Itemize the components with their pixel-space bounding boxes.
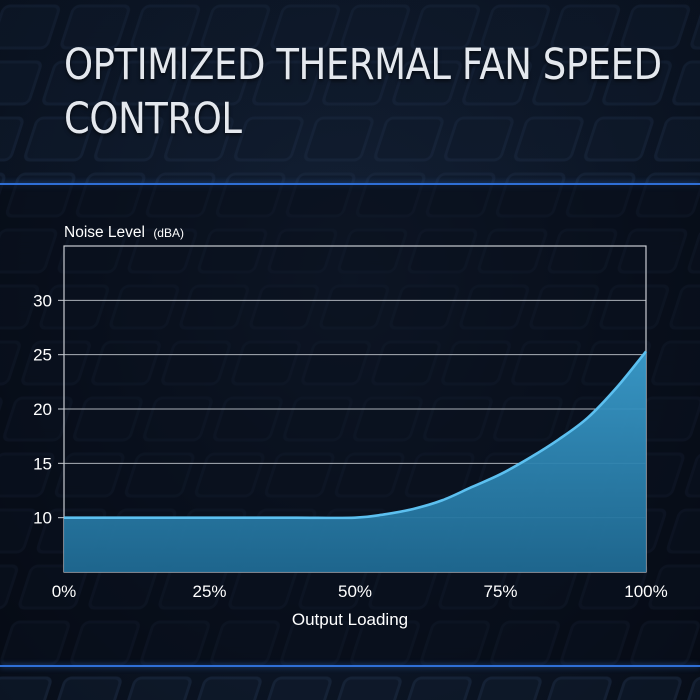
y-tick-label: 15 bbox=[33, 454, 52, 473]
footer-divider bbox=[0, 665, 700, 667]
x-tick-label: 100% bbox=[624, 582, 667, 601]
y-tick-label: 10 bbox=[33, 509, 52, 528]
header-divider bbox=[0, 183, 700, 185]
x-tick-label: 50% bbox=[338, 582, 372, 601]
x-tick-label: 0% bbox=[52, 582, 77, 601]
title-line-2: CONTROL bbox=[64, 94, 242, 144]
title-line-1: OPTIMIZED THERMAL FAN SPEED bbox=[64, 40, 662, 90]
y-tick-labels: 10 15 20 25 30 bbox=[33, 291, 52, 527]
x-axis-label: Output Loading bbox=[292, 610, 408, 629]
y-tick-label: 20 bbox=[33, 400, 52, 419]
page-title: OPTIMIZED THERMAL FAN SPEED CONTROL bbox=[64, 38, 662, 146]
x-tick-labels: 0% 25% 50% 75% 100% bbox=[52, 582, 668, 601]
y-tick-label: 30 bbox=[33, 291, 52, 310]
header-area: OPTIMIZED THERMAL FAN SPEED CONTROL bbox=[0, 0, 700, 183]
x-tick-label: 75% bbox=[483, 582, 517, 601]
series-area bbox=[64, 351, 646, 572]
y-axis-label: Noise Level (dBA) bbox=[64, 224, 184, 241]
y-axis-label-text: Noise Level bbox=[64, 224, 145, 241]
x-tick-label: 25% bbox=[192, 582, 226, 601]
y-axis-unit: (dBA) bbox=[153, 226, 184, 240]
y-tick-label: 25 bbox=[33, 346, 52, 365]
series-line bbox=[63, 350, 648, 520]
